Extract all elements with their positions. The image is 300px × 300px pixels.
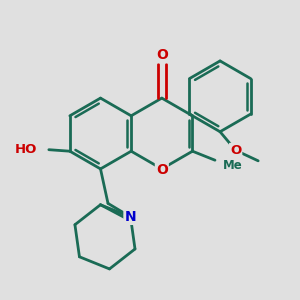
Text: O: O bbox=[156, 164, 168, 177]
Text: Me: Me bbox=[223, 158, 242, 172]
Text: N: N bbox=[125, 210, 136, 224]
Text: O: O bbox=[156, 48, 168, 62]
Text: O: O bbox=[230, 144, 241, 157]
Text: N: N bbox=[125, 210, 136, 224]
Text: HO: HO bbox=[14, 143, 37, 156]
